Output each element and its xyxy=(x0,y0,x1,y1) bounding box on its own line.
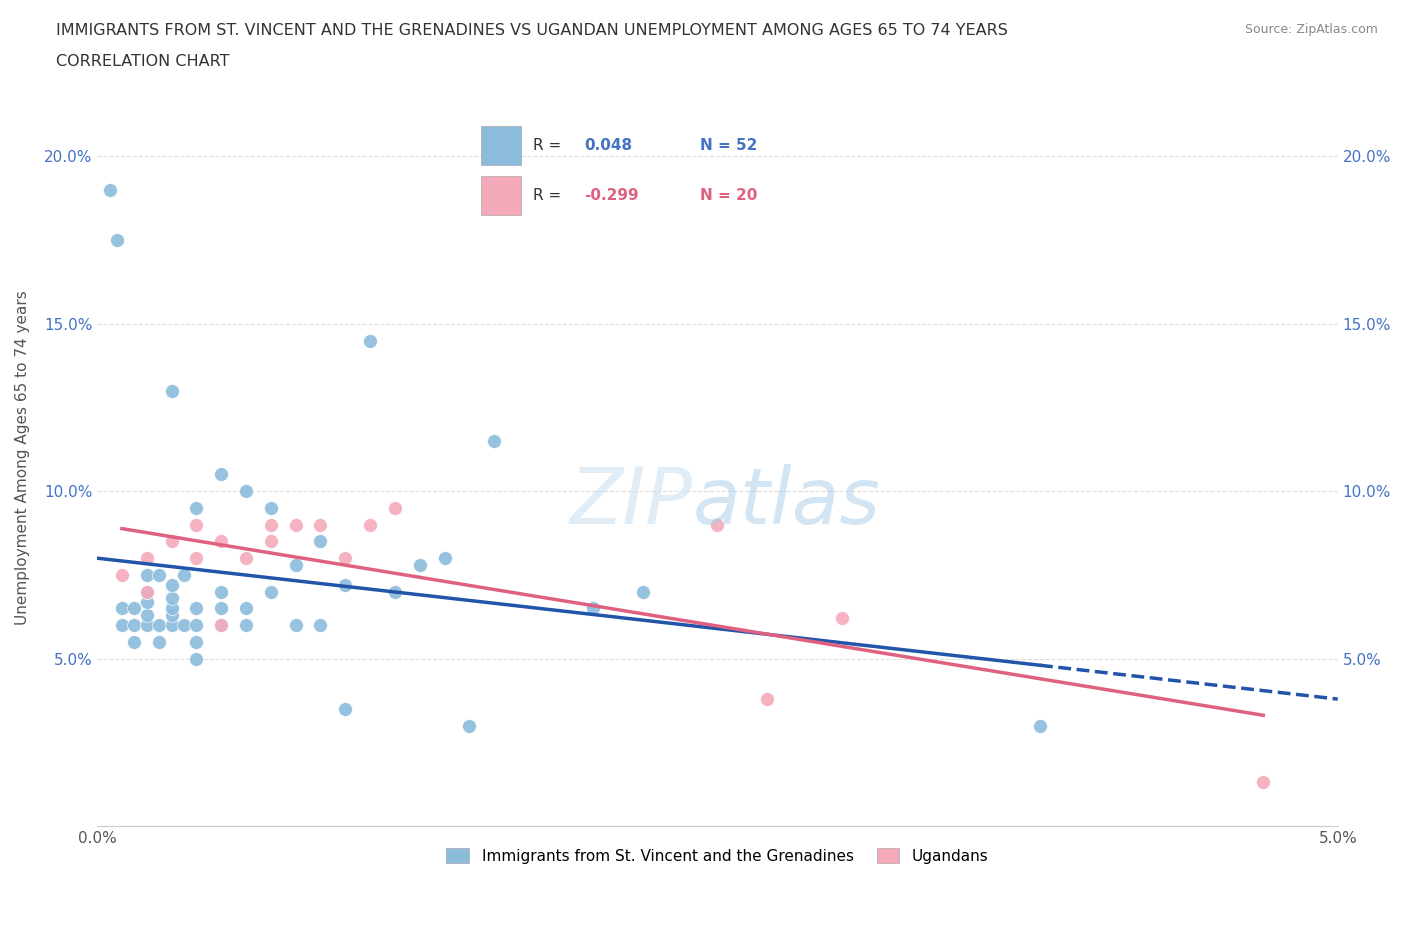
Point xyxy=(384,500,406,515)
Point xyxy=(186,500,208,515)
Point xyxy=(135,607,157,622)
Point xyxy=(124,634,146,649)
Point xyxy=(482,433,505,448)
Point xyxy=(98,182,121,197)
Point xyxy=(359,333,381,348)
Point xyxy=(148,618,170,632)
Point xyxy=(160,601,183,616)
Point xyxy=(1253,775,1275,790)
Point xyxy=(260,584,283,599)
Point xyxy=(135,594,157,609)
Y-axis label: Unemployment Among Ages 65 to 74 years: Unemployment Among Ages 65 to 74 years xyxy=(15,290,30,625)
Point xyxy=(409,557,432,572)
Point xyxy=(235,484,257,498)
Point xyxy=(160,591,183,605)
Point xyxy=(209,534,232,549)
Point xyxy=(309,618,332,632)
Point xyxy=(186,517,208,532)
Point xyxy=(124,601,146,616)
Point xyxy=(160,618,183,632)
Point xyxy=(160,534,183,549)
Point xyxy=(1029,718,1052,733)
Point xyxy=(309,517,332,532)
Point xyxy=(160,578,183,592)
Point xyxy=(111,567,134,582)
Point xyxy=(186,551,208,565)
Point xyxy=(173,567,195,582)
Point xyxy=(105,232,128,247)
Point xyxy=(260,517,283,532)
Point xyxy=(433,551,456,565)
Point xyxy=(160,607,183,622)
Point xyxy=(209,618,232,632)
Point xyxy=(209,601,232,616)
Point xyxy=(706,517,728,532)
Point xyxy=(235,618,257,632)
Point xyxy=(335,701,357,716)
Point xyxy=(335,551,357,565)
Point xyxy=(135,618,157,632)
Point xyxy=(186,651,208,666)
Point xyxy=(209,584,232,599)
Point xyxy=(260,534,283,549)
Text: ZIP: ZIP xyxy=(569,464,693,540)
Point xyxy=(124,618,146,632)
Point xyxy=(235,551,257,565)
Text: IMMIGRANTS FROM ST. VINCENT AND THE GRENADINES VS UGANDAN UNEMPLOYMENT AMONG AGE: IMMIGRANTS FROM ST. VINCENT AND THE GREN… xyxy=(56,23,1008,38)
Text: Source: ZipAtlas.com: Source: ZipAtlas.com xyxy=(1244,23,1378,36)
Legend: Immigrants from St. Vincent and the Grenadines, Ugandans: Immigrants from St. Vincent and the Gren… xyxy=(440,842,994,870)
Point xyxy=(135,567,157,582)
Point xyxy=(186,634,208,649)
Point xyxy=(209,467,232,482)
Point xyxy=(458,718,481,733)
Text: atlas: atlas xyxy=(693,464,880,540)
Point xyxy=(756,691,779,706)
Text: CORRELATION CHART: CORRELATION CHART xyxy=(56,54,229,69)
Point xyxy=(135,584,157,599)
Point xyxy=(335,578,357,592)
Point xyxy=(284,618,307,632)
Point xyxy=(235,601,257,616)
Point xyxy=(111,618,134,632)
Point xyxy=(260,500,283,515)
Point xyxy=(309,534,332,549)
Point xyxy=(831,611,853,626)
Point xyxy=(186,601,208,616)
Point xyxy=(209,618,232,632)
Point xyxy=(359,517,381,532)
Point xyxy=(173,618,195,632)
Point xyxy=(148,567,170,582)
Point xyxy=(160,383,183,398)
Point xyxy=(186,618,208,632)
Point xyxy=(148,634,170,649)
Point xyxy=(284,557,307,572)
Point xyxy=(111,601,134,616)
Point xyxy=(384,584,406,599)
Point xyxy=(284,517,307,532)
Point xyxy=(135,551,157,565)
Point xyxy=(135,584,157,599)
Point xyxy=(582,601,605,616)
Point xyxy=(631,584,654,599)
